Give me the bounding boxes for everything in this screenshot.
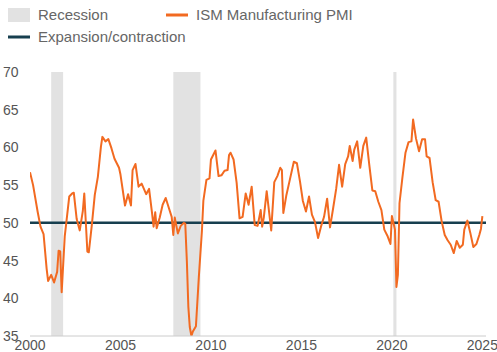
series-line [30, 120, 482, 336]
y-tick-label: 70 [3, 64, 19, 80]
legend-label: Expansion/contraction [38, 28, 186, 45]
legend-swatch [166, 14, 188, 17]
plot-area [30, 72, 486, 336]
y-tick-label: 60 [3, 139, 19, 155]
y-tick-label: 40 [3, 290, 19, 306]
x-axis-line [30, 336, 486, 337]
x-tick-label: 2015 [286, 337, 317, 352]
recession-band [393, 72, 396, 336]
legend-swatch [8, 36, 30, 39]
y-tick-label: 65 [3, 102, 19, 118]
x-tick-label: 2025 [467, 337, 497, 352]
x-tick-label: 2010 [195, 337, 226, 352]
legend: Recession ISM Manufacturing PMI Expansion/… [8, 6, 353, 45]
chart: 3540455055606570200020052010201520202025… [0, 0, 497, 352]
y-tick-label: 55 [3, 177, 19, 193]
recession-band [173, 72, 200, 336]
y-tick-label: 45 [3, 253, 19, 269]
legend-label: ISM Manufacturing PMI [196, 6, 353, 23]
x-tick-label: 2000 [14, 337, 45, 352]
legend-label: Recession [38, 6, 108, 23]
recession-band [51, 72, 63, 336]
y-tick-label: 50 [3, 215, 19, 231]
x-tick-label: 2020 [376, 337, 407, 352]
legend-swatch [8, 8, 30, 22]
x-tick-label: 2005 [105, 337, 136, 352]
